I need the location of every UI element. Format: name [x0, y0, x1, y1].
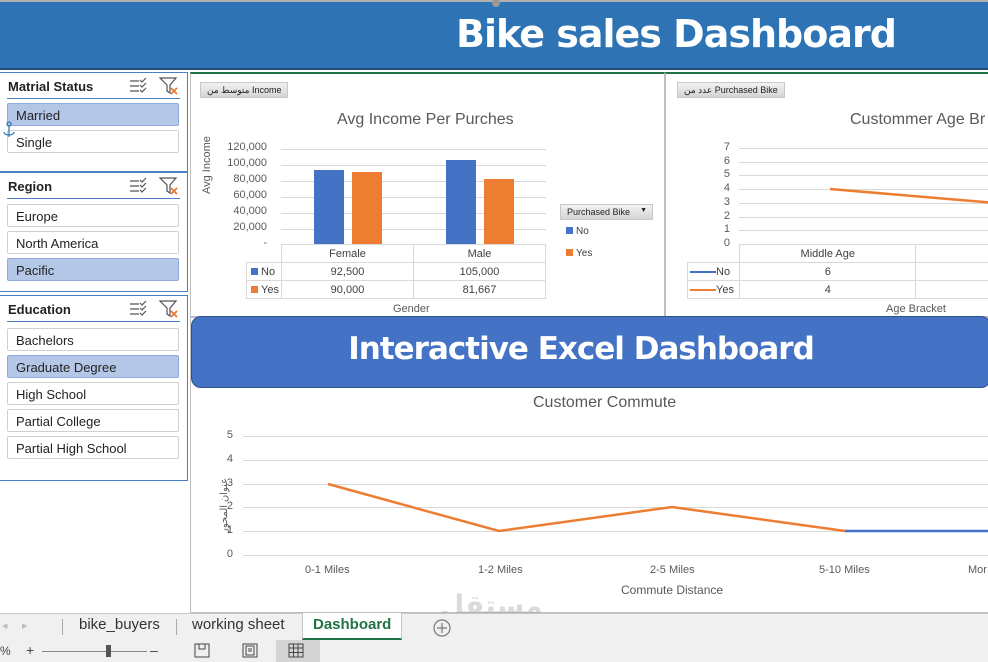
- y-tick: 5: [723, 168, 730, 180]
- y-tick: 1: [723, 223, 730, 235]
- slicer-item-partial-high-school[interactable]: Partial High School: [7, 436, 179, 459]
- y-tick: 2: [723, 210, 730, 222]
- slicer-marital-status: Matrial Status Married Single: [0, 72, 188, 172]
- shape-handle[interactable]: [492, 0, 500, 7]
- status-bar: % + –: [0, 640, 988, 662]
- x-tick: Mor: [968, 564, 987, 576]
- y-tick: -: [263, 237, 267, 249]
- tab-working-sheet[interactable]: working sheet: [192, 616, 285, 633]
- scroll-right-icon[interactable]: ▸: [22, 620, 28, 632]
- pivot-field-button[interactable]: متوسط من Income: [200, 82, 289, 98]
- x-axis-title: Age Bracket: [886, 303, 946, 315]
- multi-select-icon[interactable]: [129, 300, 149, 318]
- page-break-view-button[interactable]: [276, 640, 320, 662]
- slicer-item-graduate-degree[interactable]: Graduate Degree: [7, 355, 179, 378]
- y-tick: 60,000: [233, 189, 267, 201]
- age-line-series[interactable]: [666, 74, 988, 319]
- dashboard-header: Bike sales Dashboard: [0, 0, 988, 70]
- slicer-region: Region Europe North America Pacific: [0, 172, 188, 292]
- clear-filter-icon[interactable]: [159, 76, 179, 96]
- commute-line-series[interactable]: [191, 318, 988, 614]
- slicer-education: Education Bachelors Graduate Degree High…: [0, 295, 188, 481]
- y-tick: 1: [226, 524, 233, 536]
- bar-female-yes[interactable]: [352, 172, 382, 244]
- chart-title: Custommer Age Br: [850, 111, 986, 128]
- y-tick: 4: [723, 182, 730, 194]
- slicer-title: Education: [8, 302, 71, 317]
- chart-avg-income[interactable]: متوسط من Income Avg Income Per Purches A…: [190, 72, 665, 317]
- dashboard-title: Bike sales Dashboard: [456, 12, 897, 56]
- bar-male-yes[interactable]: [484, 179, 514, 244]
- x-axis-title: Commute Distance: [621, 583, 724, 597]
- tab-bike-buyers[interactable]: bike_buyers: [79, 616, 160, 633]
- slicer-item-married[interactable]: Married: [7, 103, 179, 126]
- sheet-tab-bar: ◂ ▸ bike_buyers working sheet Dashboard: [0, 613, 988, 640]
- add-sheet-icon[interactable]: [433, 619, 451, 637]
- y-tick: 20,000: [233, 221, 267, 233]
- x-tick: 2-5 Miles: [650, 564, 695, 576]
- dropdown-arrow-icon: ▼: [640, 207, 647, 214]
- zoom-slider-thumb[interactable]: [106, 645, 111, 657]
- y-tick: 100,000: [227, 157, 267, 169]
- y-tick: 2: [226, 500, 233, 512]
- y-tick: 3: [723, 196, 730, 208]
- slicer-item-high-school[interactable]: High School: [7, 382, 179, 405]
- chart-data-table: Female Male No 92,500 105,000 Yes 90,000 81,6…: [246, 244, 546, 299]
- slicer-item-single[interactable]: Single: [7, 130, 179, 153]
- x-tick: 5-10 Miles: [819, 564, 870, 576]
- y-tick: 4: [226, 453, 233, 465]
- legend-item-yes: Yes: [566, 248, 592, 259]
- page-layout-icon[interactable]: [242, 643, 258, 658]
- legend-item-no: No: [566, 226, 589, 237]
- chart-title: Avg Income Per Purches: [337, 111, 514, 128]
- zoom-percent: %: [0, 644, 11, 658]
- clear-filter-icon[interactable]: [159, 176, 179, 196]
- y-tick: 80,000: [233, 173, 267, 185]
- grid-view-icon: [288, 643, 304, 658]
- normal-view-icon[interactable]: [194, 643, 210, 658]
- dashboard-banner-shape[interactable]: Interactive Excel Dashboard: [191, 316, 988, 388]
- slicer-item-bachelors[interactable]: Bachelors: [7, 328, 179, 351]
- x-tick: 0-1 Miles: [305, 564, 350, 576]
- scroll-left-icon[interactable]: ◂: [2, 620, 8, 632]
- slicer-title: Matrial Status: [8, 79, 94, 94]
- chart-customer-age[interactable]: عدد من Purchased Bike Custommer Age Br 7…: [665, 72, 988, 317]
- y-tick: 6: [723, 155, 730, 167]
- y-tick: 120,000: [227, 141, 267, 153]
- y-tick: 7: [723, 141, 730, 153]
- tab-dashboard[interactable]: Dashboard: [302, 613, 403, 640]
- y-tick: 0: [723, 237, 730, 249]
- zoom-in-button[interactable]: +: [26, 642, 35, 658]
- chart-title: Customer Commute: [533, 394, 677, 411]
- bar-male-no[interactable]: [446, 160, 476, 244]
- slicer-item-europe[interactable]: Europe: [7, 204, 179, 227]
- x-axis-title: Gender: [393, 303, 430, 315]
- x-tick: 1-2 Miles: [478, 564, 523, 576]
- banner-text: Interactive Excel Dashboard: [348, 331, 815, 367]
- y-tick: 40,000: [233, 205, 267, 217]
- anchor-icon: [3, 121, 15, 137]
- slicer-item-pacific[interactable]: Pacific: [7, 258, 179, 281]
- y-tick: 5: [226, 429, 233, 441]
- chart-data-table: Middle Age No 6 Yes 4: [686, 244, 988, 299]
- slicer-item-north-america[interactable]: North America: [7, 231, 179, 254]
- y-tick: 3: [226, 477, 233, 489]
- legend-filter-button[interactable]: Purchased Bike ▼: [560, 204, 653, 220]
- y-tick: 0: [226, 548, 233, 560]
- multi-select-icon[interactable]: [129, 177, 149, 195]
- multi-select-icon[interactable]: [129, 77, 149, 95]
- bar-female-no[interactable]: [314, 170, 344, 244]
- slicer-item-partial-college[interactable]: Partial College: [7, 409, 179, 432]
- slicer-title: Region: [8, 179, 53, 194]
- zoom-out-button[interactable]: –: [150, 642, 158, 658]
- clear-filter-icon[interactable]: [159, 299, 179, 319]
- zoom-slider[interactable]: [42, 651, 147, 652]
- pivot-field-button[interactable]: عدد من Purchased Bike: [677, 82, 785, 98]
